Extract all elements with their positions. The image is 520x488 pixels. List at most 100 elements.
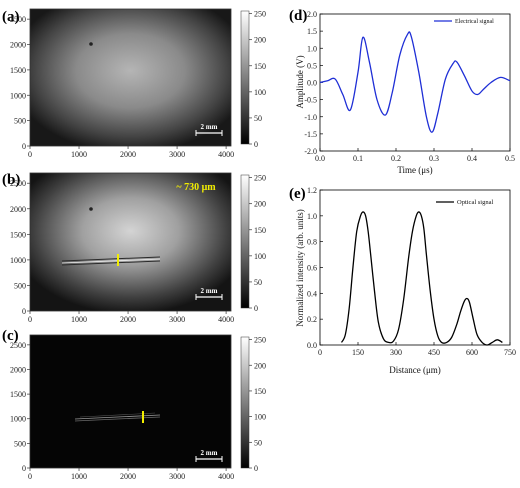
y-tick-label: 2500 (10, 179, 26, 188)
speck-b (89, 207, 93, 211)
panel-a: 2 mm (a) (2, 8, 250, 147)
colorbar-tick-label: 200 (254, 361, 266, 370)
y-tick-label: 0.0 (307, 79, 317, 88)
y-axis-label-d: Amplitude (V) (295, 55, 305, 108)
x-tick-label: 0.1 (353, 154, 363, 163)
y-tick-label: 2000 (10, 205, 26, 214)
legend-label-d: Electrical signal (455, 19, 494, 25)
y-tick-label: 1.5 (307, 27, 317, 36)
image-c (29, 334, 232, 469)
image-a (29, 8, 232, 147)
x-tick-label: 0 (28, 150, 32, 159)
panel-label-c: (c) (2, 328, 19, 344)
y-tick-label: 2.0 (307, 10, 317, 19)
colorbar-a (240, 10, 250, 145)
y-tick-label: 1000 (10, 91, 26, 100)
y-tick-label: 1500 (10, 390, 26, 399)
x-tick-label: 1000 (71, 472, 87, 481)
y-tick-label: 2500 (10, 15, 26, 24)
y-tick-label: 0 (22, 464, 26, 473)
scale-bar-label-b: 2 mm (201, 287, 218, 295)
y-tick-label: 0.4 (307, 289, 317, 298)
plot-frame-e (319, 189, 511, 346)
x-tick-label: 0.0 (315, 154, 325, 163)
panel-label-d: (d) (289, 8, 307, 24)
scale-bar-label-c: 2 mm (201, 449, 218, 457)
fiber-streak-b (61, 256, 161, 266)
series-line (340, 211, 503, 346)
x-axis-label-d: Time (μs) (397, 165, 432, 175)
y-tick-label: 2000 (10, 41, 26, 50)
panel-label-e: (e) (289, 186, 306, 202)
series-line (319, 31, 511, 133)
y-tick-label: 500 (14, 281, 26, 290)
plot-frame-d (319, 13, 511, 152)
x-tick-label: 0 (28, 472, 32, 481)
x-tick-label: 0 (28, 315, 32, 324)
y-tick-label: 0.6 (307, 264, 317, 273)
colorbar-tick-label: 150 (254, 62, 266, 71)
colorbar-tick-label: 200 (254, 200, 266, 209)
y-tick-label: 1000 (10, 415, 26, 424)
panel-label-b: (b) (2, 172, 20, 188)
colorbar-c (240, 336, 250, 469)
colorbar-tick-label: 100 (254, 413, 266, 422)
panel-d: (d) Time (μs) Amplitude (V) Electrical s… (289, 8, 511, 175)
y-tick-label: 0.2 (307, 315, 317, 324)
y-tick-label: 1.2 (307, 186, 317, 195)
y-tick-label: 0 (22, 142, 26, 151)
x-tick-label: 0.2 (391, 154, 401, 163)
y-tick-label: 2500 (10, 341, 26, 350)
y-tick-label: 0.8 (307, 238, 317, 247)
x-tick-label: 2000 (120, 472, 136, 481)
colorbar-tick-label: 50 (254, 114, 262, 123)
x-tick-label: 3000 (169, 315, 185, 324)
generated-marks: 0 1000 2000 3000 400005001000150020002500050… (10, 10, 516, 481)
speck-a (89, 42, 93, 46)
y-tick-label: -1.5 (304, 130, 317, 139)
image-b (29, 172, 232, 312)
x-tick-label: 600 (466, 348, 478, 357)
colorbar-tick-label: 250 (254, 174, 266, 183)
colorbar-tick-label: 250 (254, 336, 266, 345)
x-tick-label: 0.5 (505, 154, 515, 163)
x-tick-label: 150 (352, 348, 364, 357)
colorbar-tick-label: 0 (254, 304, 258, 313)
colorbar-tick-label: 0 (254, 140, 258, 149)
y-tick-label: 1000 (10, 256, 26, 265)
y-tick-label: -2.0 (304, 147, 317, 156)
x-tick-label: 2000 (120, 315, 136, 324)
x-tick-label: 3000 (169, 472, 185, 481)
scale-bar-label-a: 2 mm (201, 123, 218, 131)
y-tick-label: 500 (14, 439, 26, 448)
x-tick-label: 0 (318, 348, 322, 357)
colorbar-tick-label: 150 (254, 387, 266, 396)
colorbar-tick-label: 50 (254, 278, 262, 287)
x-tick-label: 3000 (169, 150, 185, 159)
y-tick-label: -1.0 (304, 113, 317, 122)
y-tick-label: -0.5 (304, 96, 317, 105)
colorbar-tick-label: 100 (254, 252, 266, 261)
y-tick-label: 0.5 (307, 61, 317, 70)
y-tick-label: 0.0 (307, 341, 317, 350)
colorbar-tick-label: 50 (254, 438, 262, 447)
x-tick-label: 4000 (218, 150, 234, 159)
colorbar-tick-label: 0 (254, 464, 258, 473)
y-tick-label: 2000 (10, 365, 26, 374)
x-axis-label-e: Distance (μm) (389, 365, 441, 375)
x-tick-label: 4000 (218, 315, 234, 324)
colorbar-tick-label: 100 (254, 88, 266, 97)
x-tick-label: 1000 (71, 150, 87, 159)
panel-c: 2 mm (c) (2, 328, 250, 469)
y-tick-label: 1.0 (307, 44, 317, 53)
x-tick-label: 750 (504, 348, 516, 357)
colorbar-tick-label: 150 (254, 226, 266, 235)
colorbar-tick-label: 250 (254, 10, 266, 19)
x-tick-label: 300 (390, 348, 402, 357)
panel-e: (e) Distance (μm) Normalized intensity (… (289, 186, 511, 375)
x-tick-label: 0.4 (467, 154, 477, 163)
x-tick-label: 4000 (218, 472, 234, 481)
colorbar-b (240, 174, 250, 309)
y-tick-label: 500 (14, 117, 26, 126)
